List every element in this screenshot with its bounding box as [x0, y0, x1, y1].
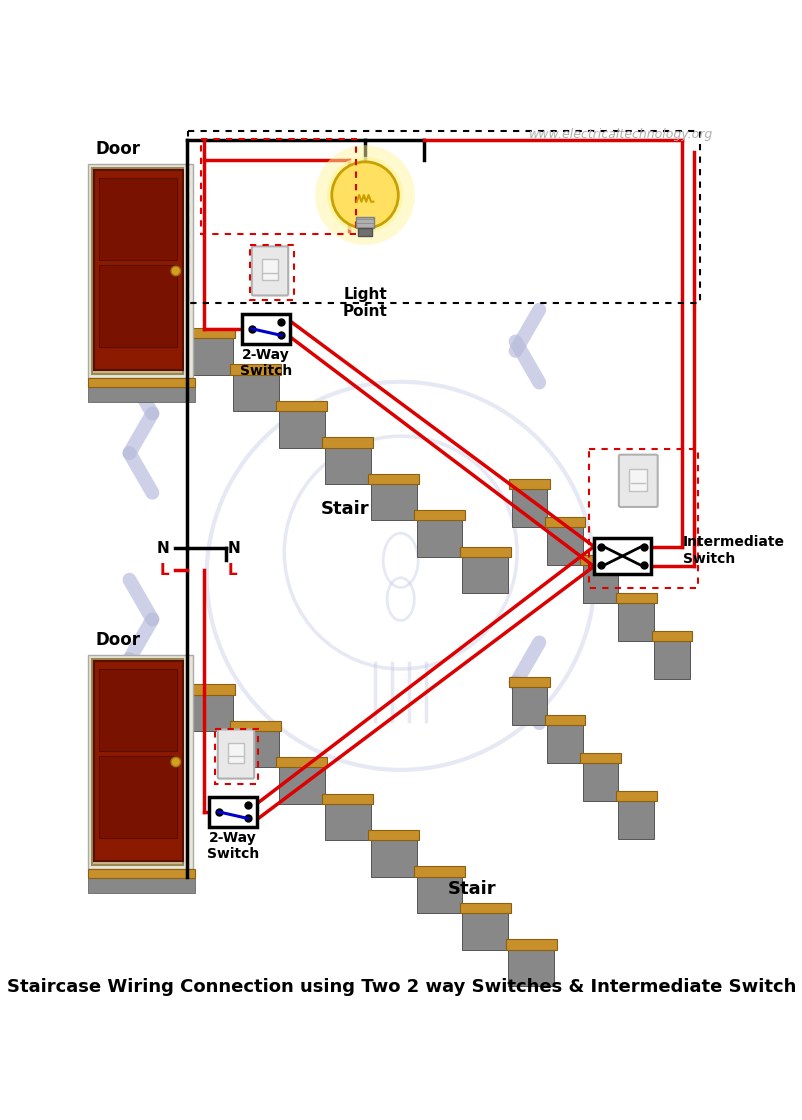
Bar — [322, 794, 372, 804]
Bar — [187, 338, 233, 375]
Bar — [460, 903, 510, 913]
Bar — [618, 603, 654, 641]
Bar — [358, 228, 371, 235]
Bar — [87, 878, 195, 893]
Bar — [230, 364, 281, 375]
Bar — [324, 448, 371, 484]
Text: L: L — [160, 562, 169, 578]
Bar — [511, 687, 546, 725]
Bar — [200, 139, 356, 234]
Text: Staircase Wiring Connection using Two 2 way Switches & Intermediate Switch: Staircase Wiring Connection using Two 2 … — [6, 978, 796, 996]
Bar — [87, 388, 195, 402]
Text: Intermediate
Switch: Intermediate Switch — [682, 535, 784, 566]
Bar — [94, 170, 183, 370]
Text: Door: Door — [95, 140, 140, 158]
Text: L: L — [228, 562, 237, 578]
Text: N: N — [228, 541, 241, 556]
Bar — [87, 869, 195, 878]
Bar — [91, 659, 183, 865]
Bar — [276, 401, 326, 411]
Bar — [94, 662, 183, 861]
Bar — [582, 564, 618, 603]
Bar — [544, 517, 585, 526]
Bar — [99, 178, 177, 260]
Bar — [184, 328, 235, 338]
Bar — [87, 377, 195, 388]
Bar — [184, 684, 235, 694]
Bar — [505, 940, 556, 950]
Bar — [371, 840, 416, 877]
Bar — [99, 670, 177, 752]
Text: 2-Way
Switch: 2-Way Switch — [240, 347, 292, 377]
Bar — [615, 791, 656, 801]
Text: Stair: Stair — [321, 500, 369, 517]
Text: Light
Point: Light Point — [342, 287, 387, 319]
Bar — [250, 245, 294, 300]
Bar — [209, 796, 257, 827]
Bar — [355, 216, 374, 228]
Circle shape — [171, 267, 180, 276]
Bar — [544, 716, 585, 725]
Text: N: N — [156, 541, 169, 556]
Bar — [228, 743, 244, 763]
Bar — [278, 767, 324, 804]
Bar — [629, 468, 646, 491]
Bar — [91, 168, 183, 374]
Bar — [462, 557, 508, 594]
Bar — [589, 449, 698, 588]
Text: 2-Way
Switch: 2-Way Switch — [206, 831, 258, 861]
Bar — [546, 725, 582, 763]
Bar — [618, 801, 654, 839]
Bar — [462, 913, 508, 950]
Bar — [233, 375, 278, 411]
Bar — [416, 521, 462, 557]
Bar — [414, 867, 464, 877]
Bar — [416, 877, 462, 913]
Bar — [371, 484, 416, 521]
Bar — [188, 131, 699, 304]
Bar — [368, 474, 419, 484]
Bar — [508, 950, 553, 986]
Circle shape — [326, 157, 403, 233]
Bar — [511, 488, 546, 526]
Bar — [233, 731, 278, 767]
FancyBboxPatch shape — [217, 729, 254, 778]
Text: Door: Door — [95, 631, 140, 648]
Bar — [187, 694, 233, 731]
Bar — [580, 556, 620, 564]
Bar — [460, 547, 510, 557]
Circle shape — [331, 161, 398, 228]
Bar — [276, 757, 326, 767]
Bar — [582, 763, 618, 801]
FancyBboxPatch shape — [252, 246, 288, 296]
Bar — [414, 510, 464, 521]
Bar — [261, 260, 278, 280]
Bar — [651, 632, 691, 641]
Bar — [214, 729, 257, 784]
Bar — [654, 641, 689, 679]
Text: Stair: Stair — [447, 879, 496, 897]
Bar — [99, 756, 177, 838]
Bar — [87, 655, 193, 869]
FancyBboxPatch shape — [618, 455, 657, 507]
Bar — [324, 804, 371, 840]
Bar — [242, 314, 290, 344]
Circle shape — [171, 757, 180, 767]
Circle shape — [314, 146, 415, 245]
Bar — [508, 479, 549, 488]
Text: www.electricaltechnology.org: www.electricaltechnology.org — [529, 128, 713, 141]
Bar — [593, 538, 650, 575]
Bar — [508, 678, 549, 687]
Bar — [546, 526, 582, 564]
Bar — [230, 721, 281, 731]
Bar — [615, 594, 656, 603]
Bar — [99, 265, 177, 347]
Bar — [322, 437, 372, 448]
Bar — [368, 830, 419, 840]
Bar — [580, 754, 620, 763]
Bar — [87, 164, 193, 377]
Bar — [278, 411, 324, 448]
